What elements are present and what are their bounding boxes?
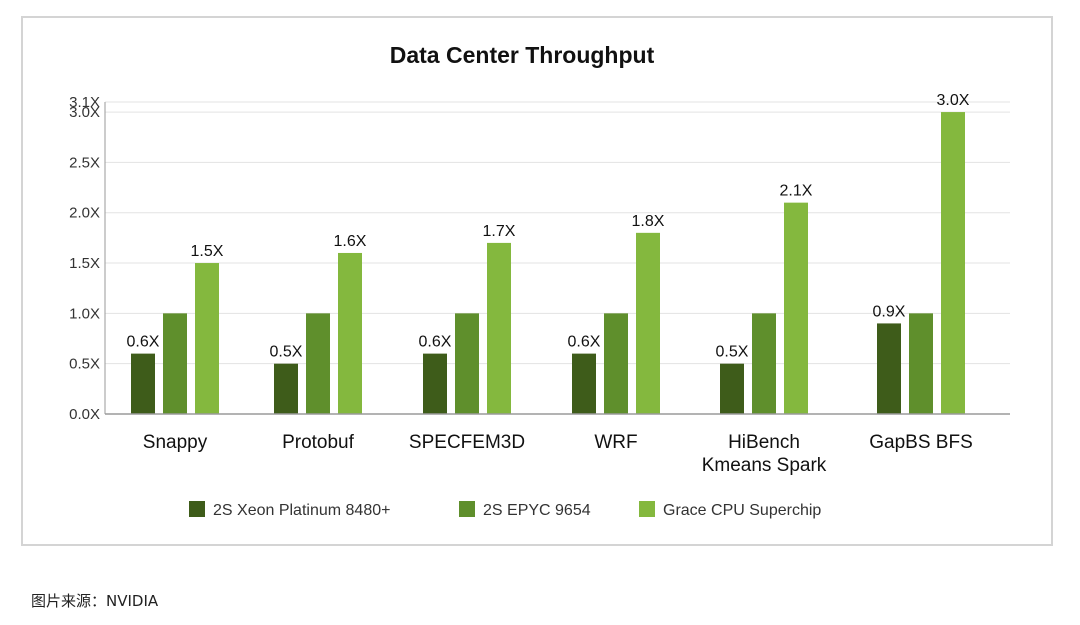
x-tick-label: HiBench Kmeans Spark (702, 432, 827, 476)
x-tick-label: WRF (594, 432, 637, 453)
data-label: 0.6X (568, 334, 601, 351)
bar (274, 363, 298, 414)
chart-title: Data Center Throughput (390, 42, 655, 68)
bar (720, 363, 744, 414)
bar (752, 313, 776, 414)
y-tick-label: 0.5X (69, 356, 100, 373)
legend-label: Grace CPU Superchip (663, 502, 821, 519)
legend-swatch (189, 501, 205, 517)
y-tick-label: 2.0X (69, 205, 100, 222)
y-tick-label: 3.0X (69, 104, 100, 121)
x-tick-label: Snappy (143, 432, 208, 453)
y-tick-label: 1.5X (69, 255, 100, 272)
data-label: 0.5X (270, 344, 303, 361)
bar (338, 252, 362, 414)
legend-swatch (639, 501, 655, 517)
legend-swatch (459, 501, 475, 517)
bar (131, 353, 155, 414)
legend-label: 2S EPYC 9654 (483, 502, 591, 519)
bar (877, 323, 901, 414)
bars (131, 112, 965, 414)
data-label: 0.9X (873, 303, 906, 320)
bar (487, 242, 511, 414)
data-label: 0.6X (419, 334, 452, 351)
data-label: 1.7X (483, 223, 516, 240)
legend: 2S Xeon Platinum 8480+ 2S EPYC 9654 Grace … (189, 501, 821, 519)
data-label: 0.6X (127, 334, 160, 351)
labels: 0.6X 1.5X Snappy 0.5X 1.6X Protobuf 0.6X 1.7X SP… (127, 92, 973, 476)
data-label: 0.5X (716, 344, 749, 361)
y-tick-label: 2.5X (69, 154, 100, 171)
y-tick-label: 1.0X (69, 305, 100, 322)
bar (423, 353, 447, 414)
x-tick-label: SPECFEM3D (409, 432, 525, 453)
axes: 0.0X0.5X1.0X1.5X2.0X2.5X3.0X3.1X (69, 94, 1010, 423)
data-label: 1.8X (632, 213, 665, 230)
bar (306, 313, 330, 414)
bar (909, 313, 933, 414)
y-tick-label: 0.0X (69, 406, 100, 423)
data-label: 1.6X (334, 233, 367, 250)
gridlines (105, 101, 1010, 365)
x-tick-label: Protobuf (282, 432, 355, 453)
bar (784, 202, 808, 414)
bar (455, 313, 479, 414)
chart-frame (21, 16, 1053, 546)
bar (572, 353, 596, 414)
data-label: 3.0X (937, 92, 970, 109)
x-tick-label: GapBS BFS (869, 432, 973, 453)
bar (941, 112, 965, 414)
bar (195, 263, 219, 414)
bar (163, 313, 187, 414)
data-label: 1.5X (191, 243, 224, 260)
legend-label: 2S Xeon Platinum 8480+ (213, 502, 390, 519)
bar (636, 232, 660, 414)
image-source-caption: 图片来源：NVIDIA (31, 592, 159, 610)
data-label: 2.1X (780, 183, 813, 200)
bar (604, 313, 628, 414)
y-tick-label: 3.1X (69, 94, 100, 111)
